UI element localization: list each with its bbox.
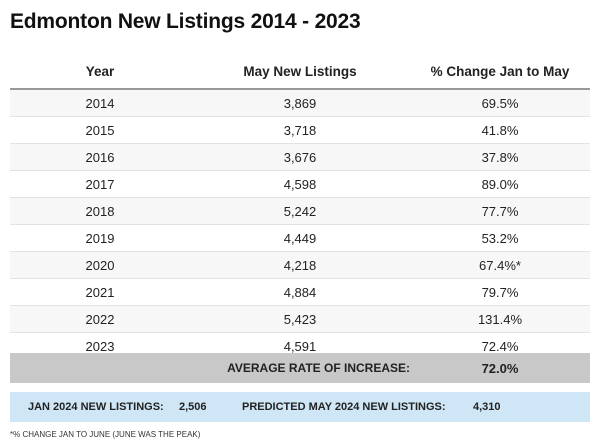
- cell-year: 2022: [85, 311, 115, 327]
- cell-year: 2018: [85, 203, 115, 219]
- cell-percent-change: 53.2%: [481, 230, 519, 246]
- prediction-row: JAN 2024 NEW LISTINGS: 2,506 PREDICTED M…: [10, 392, 590, 422]
- table-row: 2017 4,598 89.0%: [10, 171, 590, 198]
- table-row: 2019 4,449 53.2%: [10, 225, 590, 252]
- cell-year: 2020: [85, 257, 115, 273]
- cell-percent-change: 69.5%: [481, 95, 519, 111]
- cell-year: 2016: [85, 149, 115, 165]
- cell-may-new-listings: 3,869: [283, 95, 317, 111]
- cell-may-new-listings: 4,218: [283, 257, 317, 273]
- table-row: 2021 4,884 79.7%: [10, 279, 590, 306]
- page-title: Edmonton New Listings 2014 - 2023: [10, 10, 361, 33]
- header-may-new-listings: May New Listings: [243, 63, 357, 79]
- table-row: 2016 3,676 37.8%: [10, 144, 590, 171]
- cell-year: 2014: [85, 95, 115, 111]
- table-body: 2014 3,869 69.5% 2015 3,718 41.8% 2016 3,676 37.…: [10, 90, 590, 360]
- cell-may-new-listings: 4,598: [283, 176, 317, 192]
- cell-percent-change: 79.7%: [481, 284, 519, 300]
- jan-listings-value: 2,506: [179, 401, 207, 413]
- table-row: 2020 4,218 67.4%*: [10, 252, 590, 279]
- predicted-listings-label: PREDICTED MAY 2024 NEW LISTINGS:: [242, 401, 446, 413]
- cell-may-new-listings: 3,676: [283, 149, 317, 165]
- cell-may-new-listings: 5,423: [283, 311, 317, 327]
- cell-may-new-listings: 4,884: [283, 284, 317, 300]
- cell-percent-change: 72.4%: [481, 338, 519, 354]
- cell-may-new-listings: 4,449: [283, 230, 317, 246]
- cell-percent-change: 131.4%: [477, 311, 523, 327]
- cell-may-new-listings: 4,591: [283, 338, 317, 354]
- header-year: Year: [85, 63, 115, 79]
- average-label: AVERAGE RATE OF INCREASE:: [227, 361, 410, 375]
- predicted-listings-value: 4,310: [473, 401, 501, 413]
- table-row: 2014 3,869 69.5%: [10, 90, 590, 117]
- cell-may-new-listings: 3,718: [283, 122, 317, 138]
- average-row: AVERAGE RATE OF INCREASE: 72.0%: [10, 353, 590, 383]
- listings-table: Year May New Listings % Change Jan to Ma…: [10, 54, 590, 360]
- cell-percent-change: 67.4%*: [479, 257, 521, 273]
- cell-percent-change: 89.0%: [481, 176, 519, 192]
- table-row: 2018 5,242 77.7%: [10, 198, 590, 225]
- cell-percent-change: 37.8%: [481, 149, 519, 165]
- cell-year: 2015: [85, 122, 115, 138]
- cell-percent-change: 77.7%: [481, 203, 519, 219]
- cell-percent-change: 41.8%: [481, 122, 519, 138]
- jan-listings-label: JAN 2024 NEW LISTINGS:: [28, 401, 164, 413]
- cell-year: 2017: [85, 176, 115, 192]
- cell-year: 2021: [85, 284, 115, 300]
- cell-may-new-listings: 5,242: [283, 203, 317, 219]
- table-header: Year May New Listings % Change Jan to Ma…: [10, 54, 590, 90]
- cell-year: 2019: [85, 230, 115, 246]
- footnote: *% CHANGE JAN TO JUNE (JUNE WAS THE PEAK…: [10, 430, 201, 439]
- cell-year: 2023: [85, 338, 115, 354]
- average-value: 72.0%: [481, 360, 519, 376]
- header-percent-change: % Change Jan to May: [430, 63, 570, 79]
- table-row: 2022 5,423 131.4%: [10, 306, 590, 333]
- table-row: 2015 3,718 41.8%: [10, 117, 590, 144]
